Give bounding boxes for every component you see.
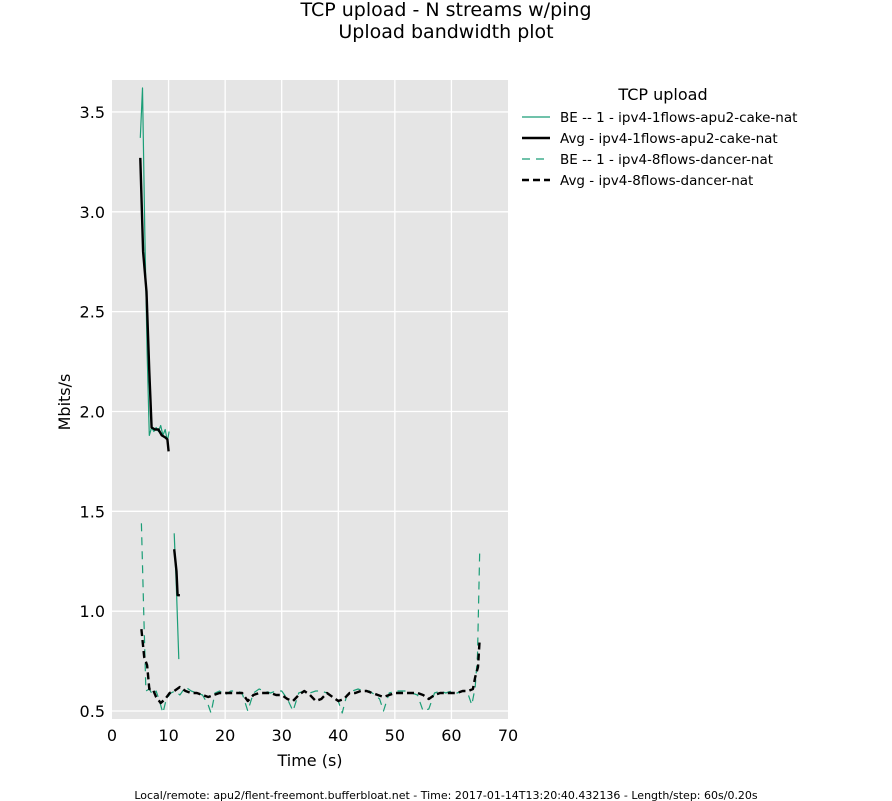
legend-label: BE -- 1 - ipv4-1flows-apu2-cake-nat <box>560 110 797 126</box>
legend-title: TCP upload <box>617 85 707 104</box>
series-line-2 <box>139 157 170 452</box>
x-tick-label: 60 <box>441 726 461 745</box>
chart-subtitle: Upload bandwidth plot <box>338 21 553 43</box>
y-tick-label: 3.0 <box>80 203 105 222</box>
chart-title: TCP upload - N streams w/ping <box>299 0 591 21</box>
y-ticks: 0.5 1.0 1.5 2.0 2.5 3.0 3.5 <box>80 103 105 721</box>
y-tick-label: 1.5 <box>80 502 105 521</box>
y-tick-label: 0.5 <box>80 702 105 721</box>
plot-background <box>112 80 508 719</box>
x-tick-label: 70 <box>498 726 518 745</box>
x-tick-label: 20 <box>215 726 235 745</box>
y-tick-label: 2.0 <box>80 402 105 421</box>
y-tick-label: 1.0 <box>80 602 105 621</box>
x-tick-label: 30 <box>272 726 292 745</box>
footer-text: Local/remote: apu2/flent-freemont.buffer… <box>134 789 758 801</box>
y-axis-label: Mbits/s <box>55 374 74 431</box>
x-tick-label: 0 <box>107 726 117 745</box>
grid <box>112 80 508 719</box>
series-group <box>139 87 481 714</box>
series-line-4 <box>140 628 481 705</box>
x-axis-label: Time (s) <box>276 751 342 770</box>
legend-label: Avg - ipv4-1flows-apu2-cake-nat <box>560 131 778 147</box>
x-tick-label: 40 <box>328 726 348 745</box>
y-tick-label: 3.5 <box>80 103 105 122</box>
x-tick-label: 10 <box>158 726 178 745</box>
legend-label: Avg - ipv4-8flows-dancer-nat <box>560 173 753 189</box>
series-line-2 <box>173 549 180 597</box>
legend: TCP upload BE -- 1 - ipv4-1flows-apu2-ca… <box>522 85 797 189</box>
x-ticks: 0 10 20 30 40 50 60 70 <box>107 726 518 745</box>
y-tick-label: 2.5 <box>80 303 105 322</box>
x-tick-label: 50 <box>385 726 405 745</box>
legend-label: BE -- 1 - ipv4-8flows-dancer-nat <box>560 152 773 168</box>
